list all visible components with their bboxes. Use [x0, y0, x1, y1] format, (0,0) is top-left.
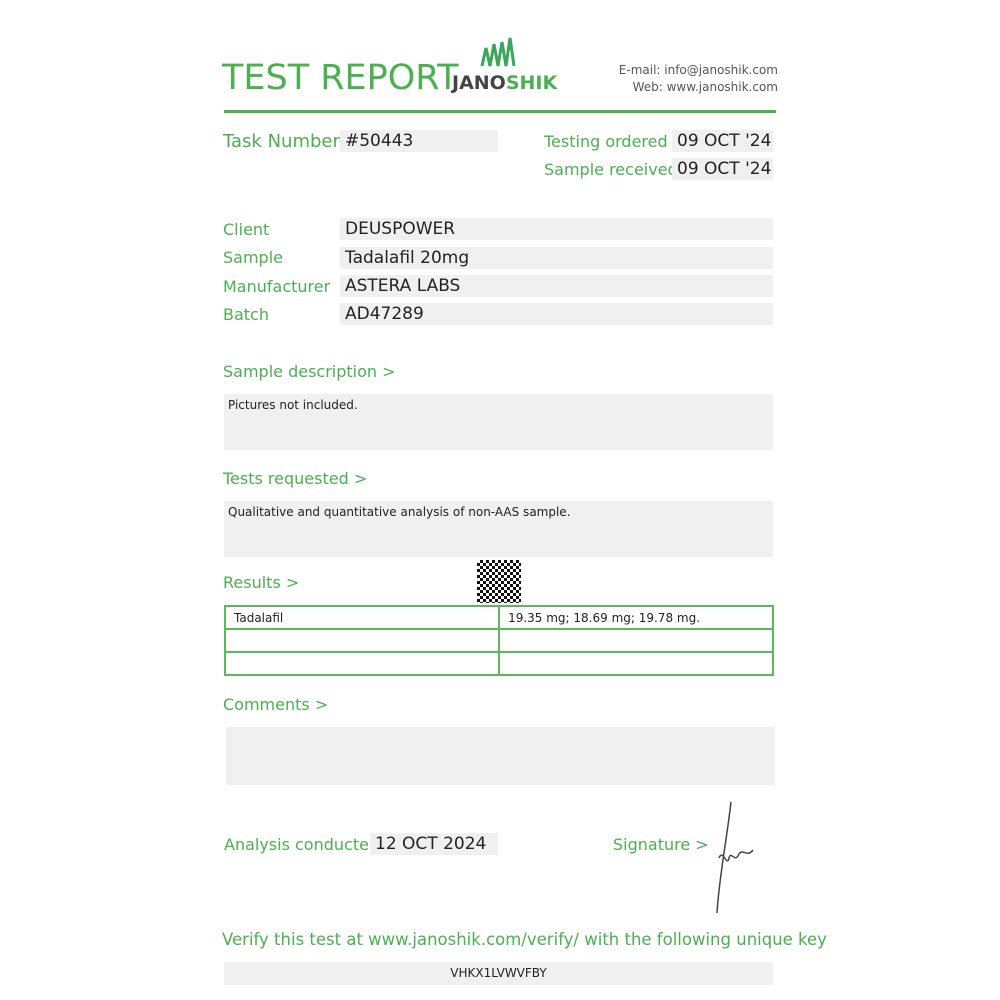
sample-description-label: Sample description > — [223, 362, 396, 381]
manufacturer-label: Manufacturer — [223, 277, 331, 296]
report-title: TEST REPORT — [222, 58, 459, 98]
tests-requested-label: Tests requested > — [223, 469, 368, 488]
comments-label: Comments > — [223, 695, 329, 714]
qr-code-icon[interactable] — [477, 560, 521, 603]
testing-ordered-value: 09 OCT '24 — [672, 130, 773, 152]
web: Web: www.janoshik.com — [632, 80, 778, 94]
header-divider — [224, 110, 776, 113]
batch-label: Batch — [223, 305, 269, 324]
testing-ordered-label: Testing ordered > — [544, 132, 687, 151]
table-row: Tadalafil 19.35 mg; 18.69 mg; 19.78 mg. — [223, 605, 774, 630]
manufacturer-value: ASTERA LABS — [340, 275, 773, 297]
table-row — [223, 651, 774, 676]
signature-label: Signature > — [613, 835, 709, 854]
results-table: Tadalafil 19.35 mg; 18.69 mg; 19.78 mg. — [223, 605, 774, 676]
client-value: DEUSPOWER — [340, 218, 773, 240]
analysis-date: 12 OCT 2024 — [370, 833, 498, 855]
unique-key: VHKX1LVWVFBY — [224, 962, 773, 985]
results-label: Results > — [223, 573, 300, 592]
comments-text — [226, 727, 775, 785]
batch-value: AD47289 — [340, 303, 773, 325]
verify-text: Verify this test at www.janoshik.com/ver… — [222, 930, 827, 949]
janoshik-logo: JANOSHIK — [452, 34, 557, 94]
sample-value: Tadalafil 20mg — [340, 247, 773, 269]
analysis-conducted-label: Analysis conducted > — [224, 835, 398, 854]
table-row — [223, 628, 774, 653]
signature-image — [716, 801, 754, 914]
task-number-label: Task Number — [223, 131, 340, 152]
sample-label: Sample — [223, 248, 283, 267]
logo-chart-icon — [480, 37, 516, 67]
sample-description-text: Pictures not included. — [224, 394, 773, 450]
email: E-mail: info@janoshik.com — [618, 63, 778, 77]
client-label: Client — [223, 220, 270, 239]
sample-received-label: Sample received > — [544, 160, 697, 179]
task-number-value: #50443 — [340, 130, 498, 152]
tests-requested-text: Qualitative and quantitative analysis of… — [224, 501, 773, 557]
sample-received-value: 09 OCT '24 — [672, 158, 773, 180]
